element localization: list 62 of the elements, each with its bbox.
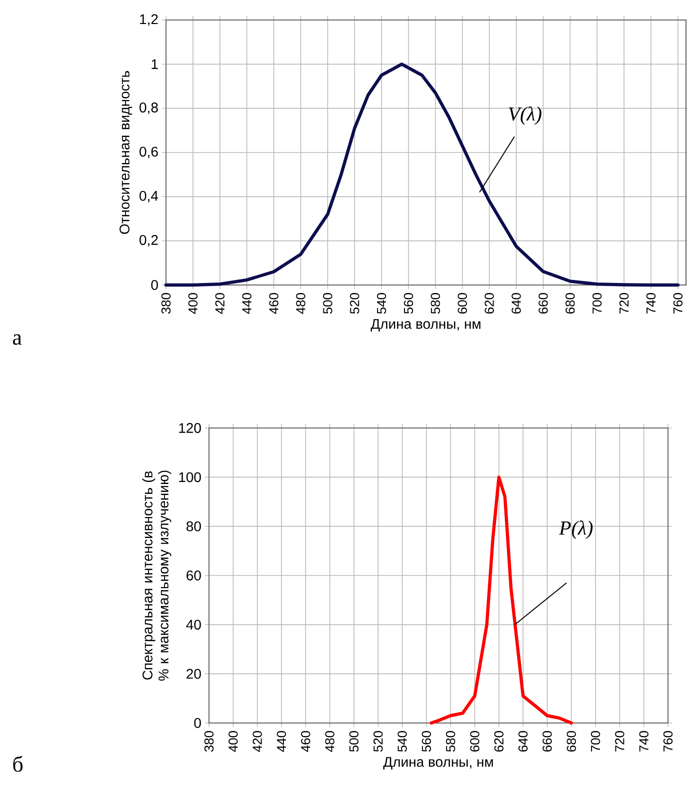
text: а [12,334,22,345]
x-tick-label: 500 [323,293,332,314]
y-tick-label: 0 [194,718,201,728]
x-tick-label: 660 [538,293,548,314]
x-tick-label: 640 [518,731,528,752]
x-tick-label: 440 [276,731,286,752]
x-tick-label: 760 [663,731,673,752]
y-tick-label: 100 [179,472,201,482]
x-tick-label: 420 [252,731,262,752]
x-tick-label: 380 [204,731,214,752]
text: б [13,756,23,772]
x-tick-label: 600 [458,293,467,314]
y-tick-label: 0,4 [140,190,158,202]
x-axis-title: Длина волны, нм [370,319,480,332]
y-tick-label: 20 [186,668,201,679]
text: P(λ) [558,520,593,539]
text: V(λ) [508,106,542,125]
x-tick-label: 500 [349,731,359,752]
x-tick-label: 400 [188,293,198,314]
x-tick-label: 580 [446,731,456,752]
x-tick-label: 480 [296,293,306,314]
x-tick-label: 680 [566,293,575,314]
y-axis-title: Спектральная интенсивность (в % к максимальному излучению) [142,470,172,681]
x-tick-label: 540 [398,731,407,752]
x-tick-label: 720 [619,293,629,314]
x-tick-label: 580 [430,293,440,314]
x-tick-label: 560 [404,293,414,314]
x-tick-label: 720 [615,731,624,752]
x-tick-label: 660 [542,731,552,752]
y-tick-label: 80 [186,521,201,532]
x-tick-label: 440 [242,293,252,314]
y-tick-label: 1,2 [140,14,158,26]
x-tick-label: 560 [422,731,432,752]
x-tick-label: 460 [301,731,310,752]
x-tick-label: 620 [484,293,494,314]
x-tick-label: 680 [566,731,576,752]
x-axis-title: Длина волны, нм [383,757,493,770]
x-tick-label: 540 [376,293,386,314]
x-tick-label: 380 [161,293,171,314]
x-tick-label: 620 [494,731,504,752]
x-tick-label: 600 [470,731,480,752]
x-tick-label: 700 [590,731,600,752]
x-tick-label: 700 [592,293,602,314]
x-tick-label: 520 [350,293,360,314]
y-tick-label: 120 [179,423,201,433]
y-tick-label: 0,2 [140,235,158,247]
y-tick-label: 0 [151,280,158,290]
x-tick-label: 740 [639,731,648,752]
x-tick-label: 640 [512,293,521,314]
x-tick-label: 480 [325,731,334,752]
x-tick-label: 760 [673,293,683,314]
y-tick-label: 60 [186,570,201,580]
y-tick-label: 40 [186,620,201,630]
y-axis-title: Относительная видность [120,71,132,234]
y-tick-label: 1 [152,59,158,69]
x-tick-label: 520 [373,731,383,752]
x-tick-label: 400 [228,731,238,752]
x-tick-label: 740 [646,293,656,314]
x-tick-label: 420 [215,293,224,314]
x-tick-label: 460 [269,293,278,314]
y-tick-label: 0,8 [140,102,158,114]
y-tick-label: 0,6 [140,146,158,158]
